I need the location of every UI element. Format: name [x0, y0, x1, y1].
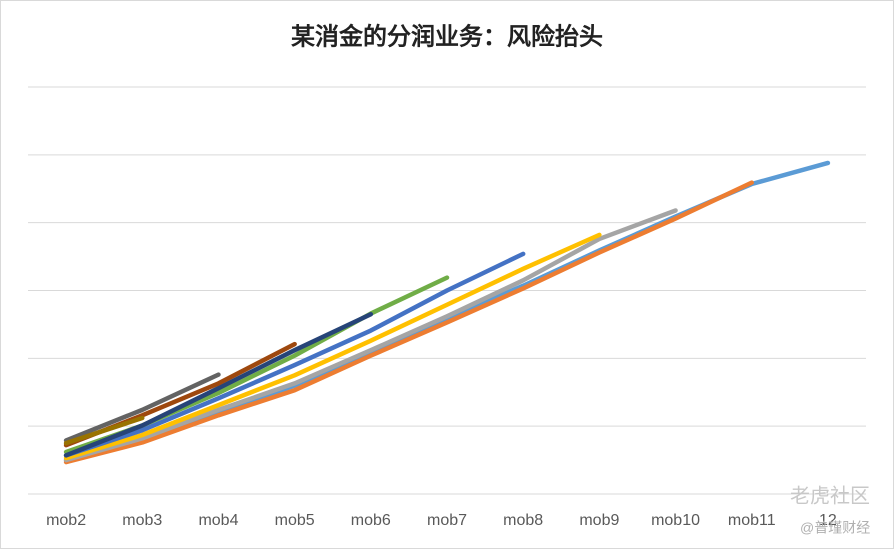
chart-title: 某消金的分润业务：风险抬头	[291, 22, 603, 50]
x-tick-label: mob10	[651, 512, 700, 529]
watermark: 老虎社区	[790, 484, 870, 507]
x-tick-label: mob3	[122, 512, 162, 529]
x-tick-label: mob8	[503, 512, 543, 529]
watermark: @普瑾财经	[800, 520, 870, 536]
series-line	[63, 180, 754, 465]
x-tick-label: mob7	[427, 512, 467, 529]
x-tick-label: mob5	[275, 512, 315, 529]
series-line	[63, 208, 678, 463]
series-line	[63, 372, 221, 443]
series-line	[63, 311, 374, 458]
x-tick-label: mob6	[351, 512, 391, 529]
x-tick-label: mob4	[198, 512, 238, 529]
x-tick-label: mob11	[728, 512, 776, 529]
x-tick-label: mob2	[46, 512, 86, 529]
series-line	[63, 415, 145, 446]
series-line	[63, 251, 526, 458]
x-tick-label: mob9	[579, 512, 619, 529]
x-tick-label: 12	[819, 512, 837, 529]
series-line	[63, 232, 602, 461]
